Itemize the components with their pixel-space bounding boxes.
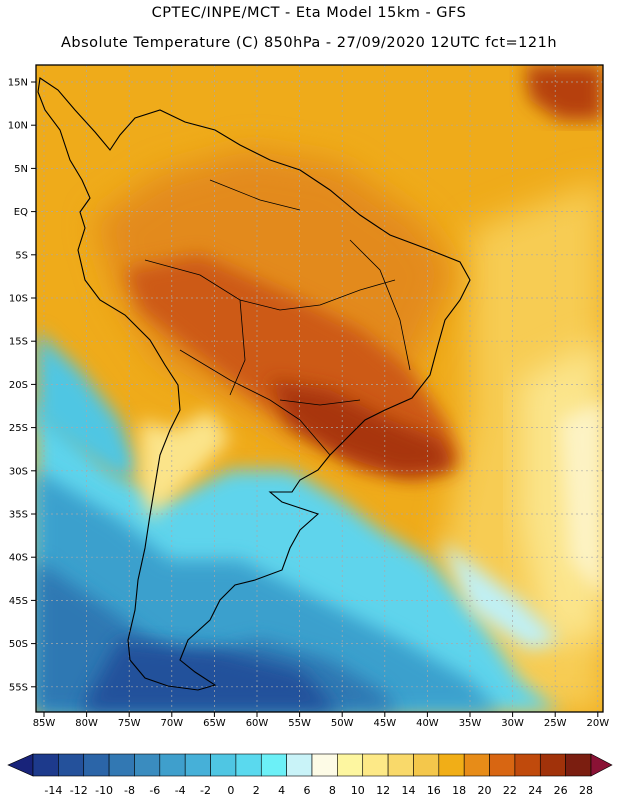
colorbar-label: 2 <box>253 784 260 797</box>
colorbar-label: -8 <box>124 784 135 797</box>
colorbar-label: 26 <box>554 784 568 797</box>
temperature-field <box>36 65 603 712</box>
colorbar-swatch <box>235 753 262 777</box>
colorbar-swatch <box>387 753 414 777</box>
lat-label-group: 15N 10N 5N EQ 5S 10S 15S 20S 25S 30S 35S 40S 45S 50S 5… <box>8 78 36 693</box>
colorbar-label: 18 <box>452 784 466 797</box>
lon-label: 70W <box>160 718 183 729</box>
lat-label: 35S <box>9 510 28 521</box>
lat-label: 45S <box>9 596 28 607</box>
colorbar-label: 4 <box>278 784 285 797</box>
lon-label: 30W <box>501 718 524 729</box>
lat-label: 20S <box>9 380 28 391</box>
colorbar-label: 24 <box>528 784 542 797</box>
colorbar-swatch <box>83 753 110 777</box>
lon-label: 40W <box>416 718 439 729</box>
lat-label: 40S <box>9 553 28 564</box>
lat-label: EQ <box>14 207 28 218</box>
colorbar-label: 0 <box>227 784 234 797</box>
colorbar-swatch <box>463 753 490 777</box>
colorbar-label: 12 <box>376 784 390 797</box>
lon-label: 45W <box>373 718 396 729</box>
colorbar-swatch <box>260 753 287 777</box>
colorbar-swatch <box>58 753 85 777</box>
colorbar-swatch <box>514 753 541 777</box>
lat-label: 55S <box>9 682 28 693</box>
colorbar-swatch <box>134 753 161 777</box>
colorbar-label: -12 <box>70 784 88 797</box>
lat-label: 15S <box>9 337 28 348</box>
colorbar-swatch <box>159 753 186 777</box>
lat-label: 10N <box>8 121 28 132</box>
colorbar-swatch <box>286 753 313 777</box>
colorbar-swatch <box>413 753 440 777</box>
colorbar-swatch <box>438 753 465 777</box>
colorbar-label: 22 <box>503 784 517 797</box>
lon-label: 50W <box>331 718 354 729</box>
coastline <box>37 77 471 691</box>
colorbar-swatch <box>108 753 135 777</box>
colorbar-swatch <box>184 753 211 777</box>
lat-label: 30S <box>9 466 28 477</box>
colorbar-high-triangle <box>590 753 613 777</box>
lat-label: 25S <box>9 423 28 434</box>
colorbar-swatch <box>311 753 338 777</box>
lon-label: 60W <box>246 718 269 729</box>
colorbar-low-triangle <box>7 753 34 777</box>
lon-label: 65W <box>203 718 226 729</box>
lon-label: 20W <box>586 718 609 729</box>
title-line-2: Absolute Temperature (C) 850hPa - 27/09/… <box>60 35 558 51</box>
colorbar-label: 16 <box>427 784 441 797</box>
colorbar-label: -2 <box>200 784 211 797</box>
colorbar-label: 20 <box>478 784 492 797</box>
lon-label: 75W <box>118 718 141 729</box>
colorbar-label: 10 <box>351 784 365 797</box>
colorbar-swatch <box>362 753 389 777</box>
colorbar-label: -4 <box>175 784 186 797</box>
lat-label: 5N <box>14 164 28 175</box>
colorbar-swatch <box>489 753 516 777</box>
colorbar-swatch <box>32 753 59 777</box>
colorbar-swatch <box>337 753 364 777</box>
lat-label: 5S <box>15 250 28 261</box>
colorbar-labels: -14 -12 -10 -8 -6 -4 -2 0 2 4 6 8 10 12 14 16 18 20 22 24 26… <box>44 784 593 797</box>
colorbar-label: -10 <box>95 784 113 797</box>
lon-label: 55W <box>288 718 311 729</box>
colorbar-label: 28 <box>579 784 593 797</box>
colorbar-label: 14 <box>401 784 415 797</box>
title-line-1: CPTEC/INPE/MCT - Eta Model 15km - GFS <box>151 5 467 21</box>
colorbar-swatch <box>565 753 592 777</box>
colorbar-label: 6 <box>304 784 311 797</box>
lon-label: 35W <box>459 718 482 729</box>
lat-label: 15N <box>8 78 28 89</box>
lon-label: 80W <box>75 718 98 729</box>
colorbar-label: -6 <box>149 784 160 797</box>
lon-label-group: 85W 80W 75W 70W 65W 60W 55W 50W 45W 40W 35W 30W 25W 2… <box>33 712 609 729</box>
colorbar-label: 8 <box>329 784 336 797</box>
colorbar <box>7 753 613 777</box>
lat-label: 10S <box>9 294 28 305</box>
lat-label: 50S <box>9 639 28 650</box>
colorbar-swatch <box>539 753 566 777</box>
map-frame <box>35 64 604 713</box>
lon-label: 25W <box>544 718 567 729</box>
colorbar-label: -14 <box>44 784 62 797</box>
country-borders <box>144 179 411 456</box>
lon-label: 85W <box>33 718 56 729</box>
colorbar-swatch <box>210 753 237 777</box>
